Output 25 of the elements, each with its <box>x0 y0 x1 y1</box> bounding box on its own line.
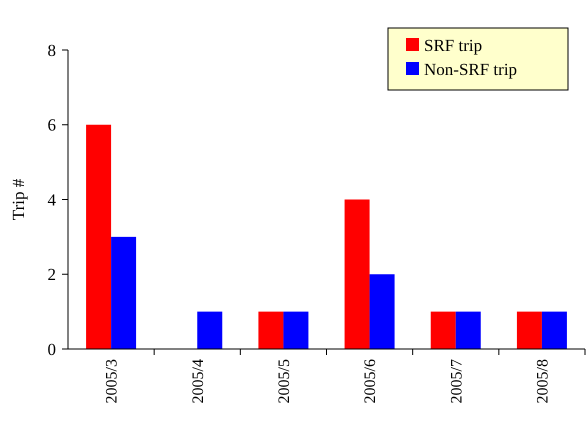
bar <box>516 312 542 349</box>
y-axis-title: Trip # <box>9 178 28 220</box>
x-tick-label: 2005/3 <box>104 359 121 404</box>
legend-label: SRF trip <box>424 36 482 55</box>
bar <box>456 312 481 349</box>
bar <box>258 312 284 349</box>
bar <box>111 236 136 349</box>
y-tick-label: 2 <box>48 265 56 284</box>
bar <box>344 200 370 349</box>
legend-label: Non-SRF trip <box>424 60 518 79</box>
x-tick-label: 2005/5 <box>276 359 294 404</box>
x-tick-label: 2005/4 <box>190 359 207 404</box>
bar <box>86 124 112 349</box>
bar <box>283 312 308 349</box>
bar <box>197 312 222 349</box>
x-tick-label: 2005/7 <box>448 359 466 404</box>
x-tick-label: 2005/6 <box>362 359 380 404</box>
y-tick-label: 6 <box>48 116 56 135</box>
y-tick-label: 0 <box>48 340 56 359</box>
bar <box>430 312 456 349</box>
bar <box>370 274 395 349</box>
x-tick-label: 2005/8 <box>534 359 552 404</box>
y-tick-label: 4 <box>48 190 56 210</box>
bar <box>542 312 567 349</box>
y-tick-label: 8 <box>48 40 56 60</box>
